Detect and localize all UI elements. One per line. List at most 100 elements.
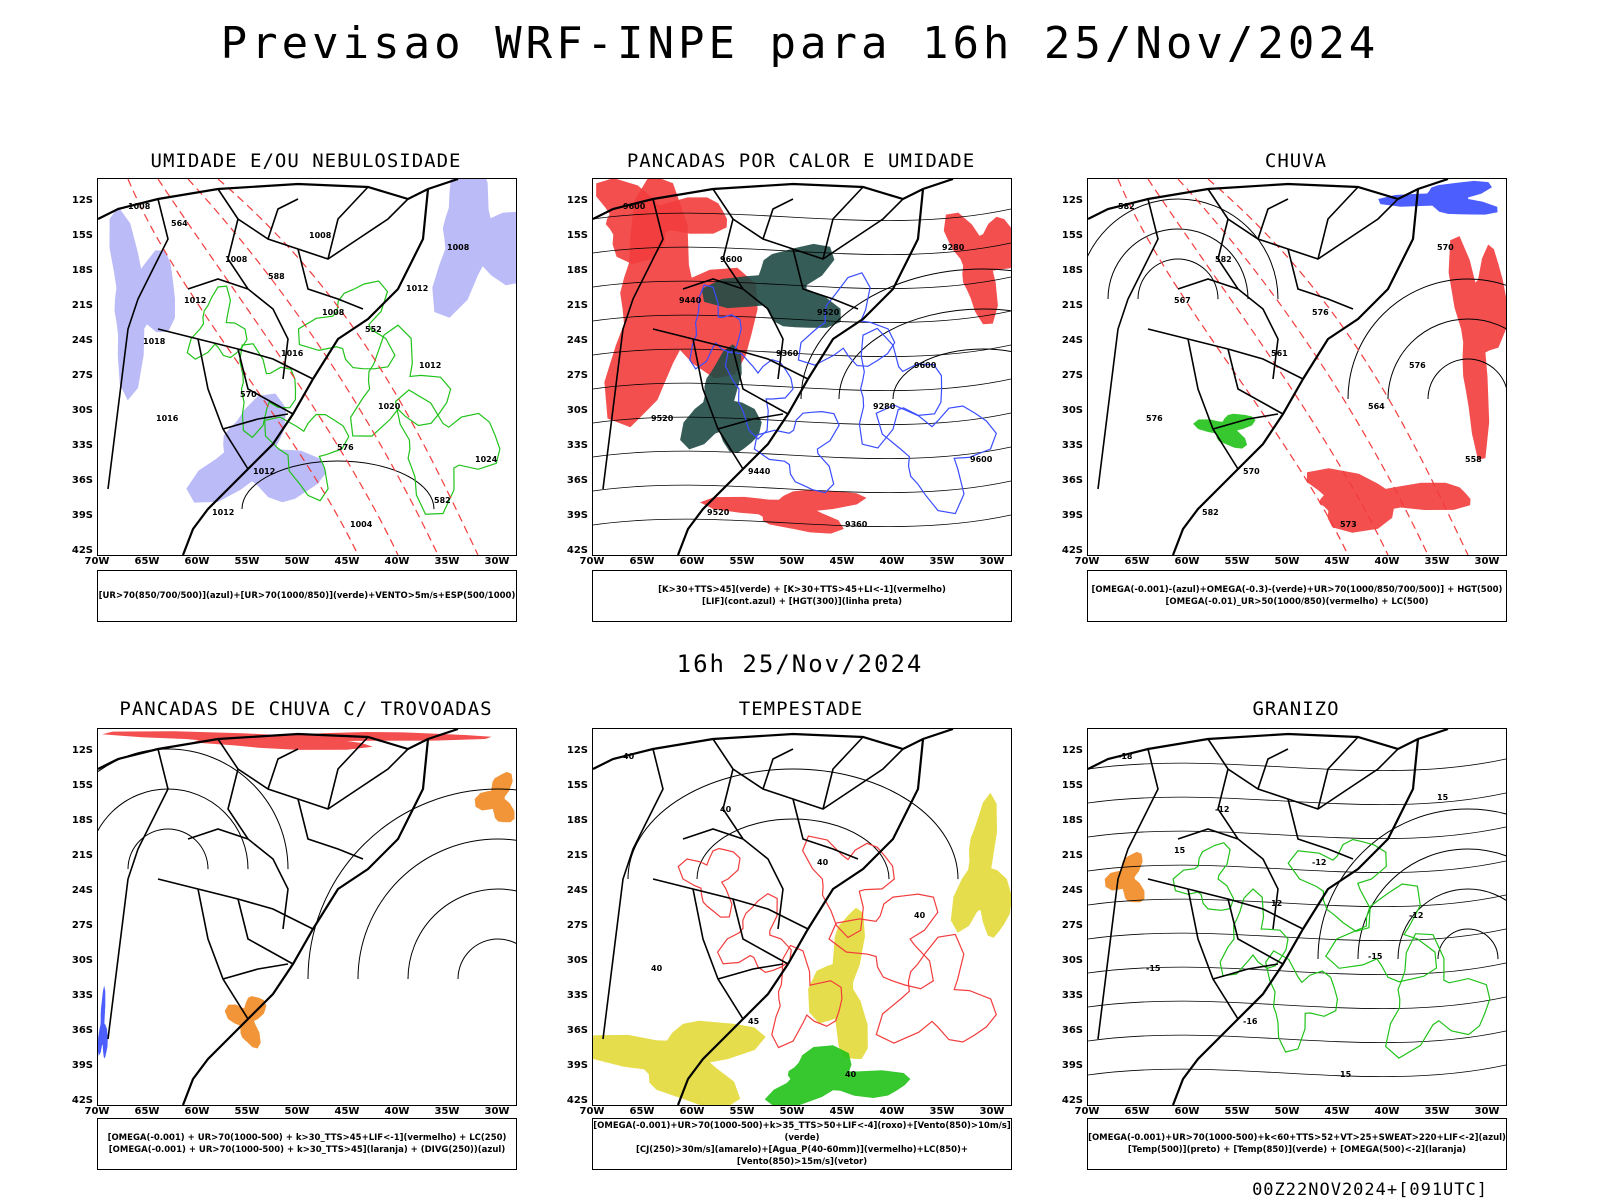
- lat-tick-label: 36S: [71, 1025, 93, 1036]
- contour-label: 9520: [651, 414, 674, 423]
- contour-label: 1008: [225, 255, 248, 264]
- legend-line: [OMEGA(-0.001) + UR>70(1000-500) + k>30_…: [108, 1145, 506, 1155]
- dashed-contour: [1177, 179, 1429, 555]
- lon-tick-label: 70W: [579, 556, 605, 567]
- state-border: [822, 736, 864, 810]
- lon-tick-label: 65W: [1124, 556, 1150, 567]
- lat-tick-label: 15S: [566, 230, 588, 241]
- lat-tick-label: 42S: [71, 545, 93, 556]
- weather-map[interactable]: -18 -12 -12 -12 -15 -16 15 15 15 12 -15: [1087, 728, 1507, 1106]
- contour-label: -12: [1409, 911, 1423, 920]
- contour-line: [677, 847, 741, 918]
- panel-legend: [OMEGA(-0.001)-(azul)+OMEGA(-0.3)-(verde…: [1087, 570, 1507, 622]
- lat-tick-label: 12S: [1061, 195, 1083, 206]
- contour-label: 45: [748, 1017, 760, 1026]
- lon-tick-label: 60W: [679, 556, 705, 567]
- isoline: [241, 460, 435, 510]
- contour-label: 15: [1340, 1070, 1352, 1079]
- lat-tick-label: 27S: [1061, 920, 1083, 931]
- lon-tick-label: 60W: [679, 1106, 705, 1117]
- contour-line: [689, 284, 742, 370]
- panel-legend: [OMEGA(-0.001)+UR>70(1000-500)+k<60+TTS>…: [1087, 1118, 1507, 1170]
- state-border: [227, 218, 289, 380]
- lat-tick-label: 18S: [566, 815, 588, 826]
- contour-label: 1012: [419, 361, 441, 370]
- contour-label: 1012: [184, 296, 206, 305]
- contour-line: [1384, 933, 1491, 1059]
- state-border: [222, 413, 289, 430]
- field-area: [808, 907, 868, 1059]
- field-area: [102, 731, 492, 750]
- lat-tick-label: 12S: [71, 195, 93, 206]
- state-border: [762, 198, 794, 240]
- lon-tick-label: 65W: [134, 1106, 160, 1117]
- contour-label: 9600: [623, 202, 646, 211]
- panel-title: TEMPESTADE: [738, 698, 864, 720]
- lat-tick-label: 27S: [1061, 370, 1083, 381]
- lat-tick-label: 39S: [71, 1060, 93, 1071]
- contour-label: 1012: [212, 508, 234, 517]
- lat-tick-label: 42S: [566, 545, 588, 556]
- lon-tick-label: 55W: [729, 556, 755, 567]
- lat-tick-label: 27S: [566, 920, 588, 931]
- map-svg: -18 -12 -12 -12 -15 -16 15 15 15 12 -15: [1088, 729, 1506, 1105]
- state-border: [1187, 888, 1239, 1020]
- contour-line: [771, 944, 843, 1049]
- streamline: [593, 480, 1011, 494]
- contour-label: 582: [1202, 508, 1219, 517]
- lat-tick-label: 15S: [71, 780, 93, 791]
- contour-label: 9440: [679, 296, 702, 305]
- streamline: [593, 310, 1011, 324]
- lon-tick-label: 45W: [1324, 556, 1350, 567]
- contour-label: 1012: [406, 284, 428, 293]
- contour-label: 573: [1340, 520, 1357, 529]
- field-area: [943, 212, 1011, 325]
- contour-line: [797, 272, 896, 367]
- coastline: [1088, 729, 1449, 1105]
- field-area: [701, 243, 841, 328]
- contour-label: 9360: [845, 520, 868, 529]
- weather-map[interactable]: 9600 9600 9520 9600 9520 9440 9360 9280 9440 9360…: [592, 178, 1012, 556]
- state-border: [1212, 963, 1279, 980]
- state-border: [1207, 738, 1399, 810]
- lat-tick-label: 12S: [566, 195, 588, 206]
- mid-date: 16h 25/Nov/2024: [676, 650, 924, 678]
- isoline: [838, 308, 1011, 400]
- lat-tick-label: 18S: [1061, 815, 1083, 826]
- lat-tick-label: 39S: [566, 510, 588, 521]
- weather-map[interactable]: 582 582 576 576 576 570 573 570 567 561 564 558 582: [1087, 178, 1507, 556]
- lat-tick-label: 39S: [566, 1060, 588, 1071]
- contour-line: [875, 933, 997, 1044]
- streamline: [1088, 1030, 1506, 1044]
- state-border: [297, 798, 364, 860]
- contour-line: [1172, 842, 1235, 911]
- state-border: [822, 186, 864, 260]
- field-area: [109, 206, 175, 401]
- panel-legend: [OMEGA(-0.001) + UR>70(1000-500) + k>30_…: [97, 1118, 517, 1170]
- contour-label: 570: [1243, 467, 1260, 476]
- contour-label: 9280: [873, 402, 896, 411]
- dashed-contour: [1117, 179, 1349, 555]
- state-border: [1287, 248, 1354, 310]
- state-border: [1217, 768, 1279, 930]
- weather-map[interactable]: 40 40 40 40 40 45 40: [592, 728, 1012, 1106]
- contour-label: 1018: [143, 337, 166, 346]
- isoline: [307, 788, 516, 980]
- state-border: [732, 348, 789, 415]
- lat-tick-label: 21S: [71, 300, 93, 311]
- lat-tick-label: 42S: [71, 1095, 93, 1106]
- contour-label: 576: [1312, 308, 1329, 317]
- weather-map[interactable]: 1008 1008 1008 1012 1016 1012 1004 1008 1012 1016…: [97, 178, 517, 556]
- lon-tick-label: 50W: [284, 556, 310, 567]
- contour-label: 561: [1271, 349, 1288, 358]
- contour-label: 9360: [776, 349, 799, 358]
- streamline: [1088, 758, 1506, 772]
- lon-tick-label: 60W: [1174, 1106, 1200, 1117]
- isoline: [1387, 318, 1506, 400]
- field-area: [186, 393, 327, 503]
- contour-line: [349, 324, 452, 437]
- contour-line: [875, 404, 997, 515]
- lat-tick-label: 36S: [1061, 1025, 1083, 1036]
- contour-label: 9280: [942, 243, 965, 252]
- weather-map[interactable]: [97, 728, 517, 1106]
